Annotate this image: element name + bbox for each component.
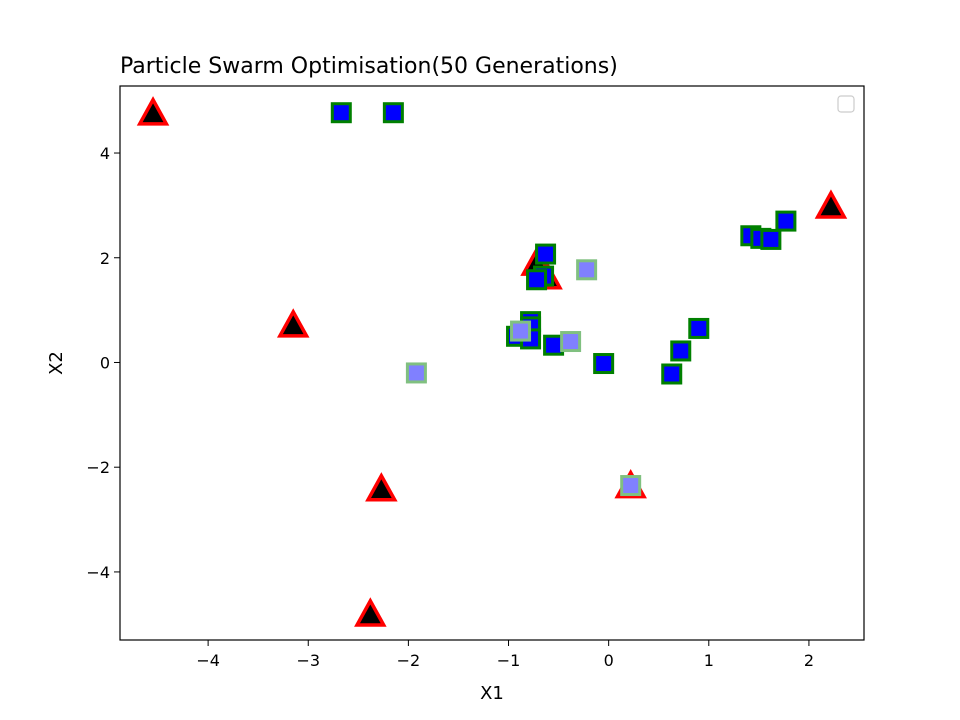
triangle-marker [354,597,387,627]
square-marker [760,228,782,250]
triangle-marker [814,189,848,219]
y-tick-label: −2 [86,458,110,477]
y-tick-label: 2 [100,249,110,268]
chart-title: Particle Swarm Optimisation(50 Generatio… [120,54,618,79]
triangle-marker [136,96,170,126]
y-tick-label: 0 [100,353,110,372]
legend-box [837,95,855,113]
x-tick-label: −2 [397,651,421,670]
plot-area [120,86,864,640]
x-tick-label: −3 [296,651,320,670]
square-marker [576,259,598,281]
square-marker [593,353,615,375]
plot-border [119,85,865,641]
square-marker [526,269,548,291]
x-tick-label: 0 [604,651,614,670]
y-tick-label: 4 [100,144,110,163]
square-marker [620,475,642,497]
square-marker [670,340,692,362]
square-marker [330,102,352,124]
x-tick-label: 2 [804,651,814,670]
x-tick-label: 1 [704,651,714,670]
square-marker [535,243,557,265]
x-axis-label: X1 [480,683,504,704]
square-marker [382,102,404,124]
x-tick-label: −1 [497,651,521,670]
square-marker [405,362,427,384]
data-marks [136,96,848,627]
square-marker [510,320,532,342]
square-marker [560,331,582,353]
triangle-marker [276,308,310,338]
square-marker [775,210,797,232]
square-marker [688,317,710,339]
y-axis-label: X2 [46,351,67,375]
y-tick-label: −4 [86,563,110,582]
square-marker [661,363,683,385]
tick-group: −4 −3 −2 −1 0 1 2 −4 −2 0 2 4 [86,144,814,670]
x-tick-label: −4 [196,651,220,670]
triangle-marker [365,472,398,502]
square-marker [543,334,565,356]
